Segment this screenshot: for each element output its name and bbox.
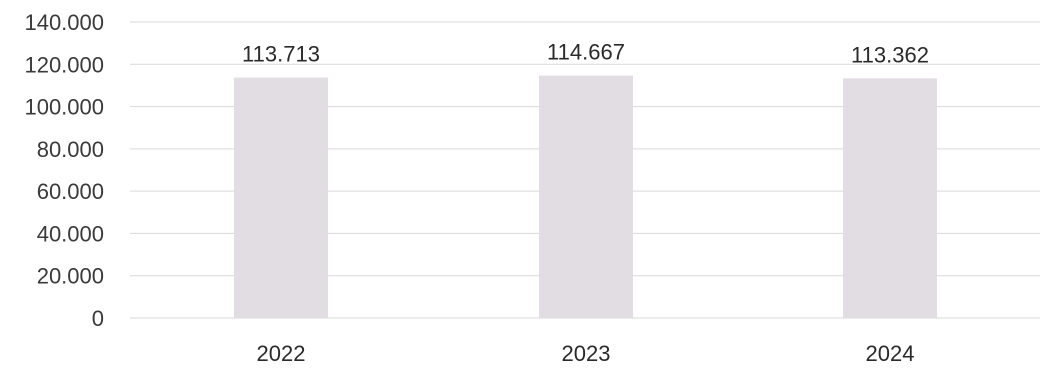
y-tick-label: 120.000 [24, 52, 104, 77]
bars [234, 75, 937, 318]
x-tick-label: 2024 [866, 341, 915, 366]
x-axis-ticks: 2022 2023 2024 [257, 341, 915, 366]
y-tick-label: 140.000 [24, 10, 104, 35]
x-tick-label: 2023 [562, 341, 611, 366]
data-label-2024: 113.362 [851, 42, 929, 67]
y-tick-label: 80.000 [37, 137, 104, 162]
data-label-2022: 113.713 [242, 42, 320, 67]
bar-2023 [539, 75, 633, 318]
x-tick-label: 2022 [257, 341, 306, 366]
y-tick-label: 0 [92, 306, 104, 331]
y-tick-label: 20.000 [37, 264, 104, 289]
y-tick-label: 40.000 [37, 221, 104, 246]
bar-2022 [234, 77, 328, 318]
y-axis-ticks: 0 20.000 40.000 60.000 80.000 100.000 120.000 1… [24, 10, 104, 331]
data-labels: 113.713 114.667 113.362 [242, 40, 929, 68]
bar-2024 [843, 78, 937, 318]
y-tick-label: 60.000 [37, 179, 104, 204]
data-label-2023: 114.667 [547, 40, 625, 65]
y-tick-label: 100.000 [24, 95, 104, 120]
